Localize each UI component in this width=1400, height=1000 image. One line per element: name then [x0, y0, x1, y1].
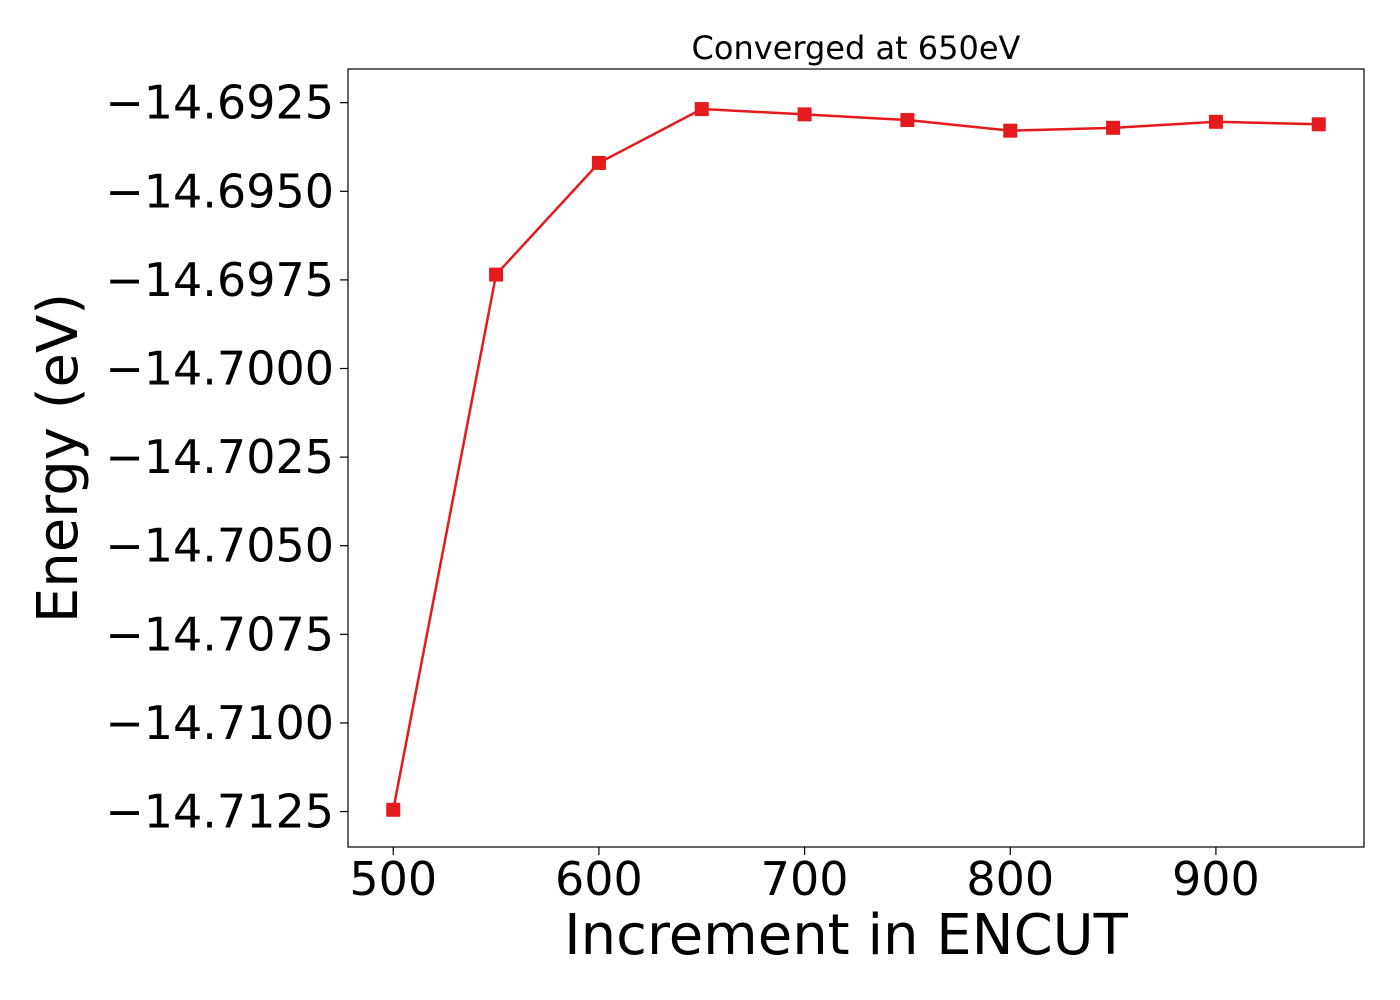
data-point [591, 155, 606, 170]
data-point [1106, 120, 1121, 135]
chart-title: Converged at 650eV [692, 29, 1021, 67]
data-point [797, 107, 812, 122]
y-tick-label: −14.6925 [105, 76, 334, 130]
y-tick-label: −14.7075 [105, 607, 334, 661]
data-point [1208, 114, 1223, 129]
data-point [386, 802, 401, 817]
series-line [392, 107, 1319, 811]
x-tick-label: 500 [349, 852, 437, 906]
x-tick-label: 700 [761, 852, 849, 906]
y-axis-label: Energy (eV) [26, 293, 91, 623]
y-tick-label: −14.7125 [105, 785, 334, 839]
data-point [694, 102, 709, 117]
x-tick-label: 600 [555, 852, 643, 906]
y-tick-label: −14.6950 [105, 164, 334, 218]
data-point [1311, 117, 1326, 132]
y-tick-label: −14.7050 [105, 519, 334, 573]
data-point [900, 113, 915, 128]
plot-frame [347, 68, 1365, 848]
data-point [489, 267, 504, 282]
y-tick-label: −14.6975 [105, 253, 334, 307]
y-tick-label: −14.7100 [105, 696, 334, 750]
x-tick-label: 800 [966, 852, 1054, 906]
x-axis-label: Increment in ENCUT [564, 903, 1129, 968]
data-point [1003, 123, 1018, 138]
y-tick-label: −14.7000 [105, 342, 334, 396]
x-tick-label: 900 [1172, 852, 1260, 906]
y-tick-label: −14.7025 [105, 430, 334, 484]
plot-area: 500 600 700 800 900 −14.6925 −14.6950 −14.6975 −… [105, 76, 1326, 906]
